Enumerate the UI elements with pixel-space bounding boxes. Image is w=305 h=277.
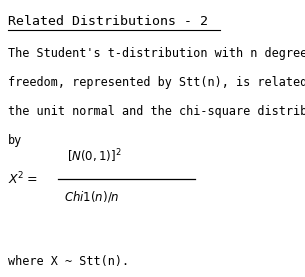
Text: where X ~ Stt(n).: where X ~ Stt(n). (8, 255, 129, 268)
Text: by: by (8, 134, 22, 147)
Text: $[N(0,1)]^2$: $[N(0,1)]^2$ (67, 148, 122, 165)
Text: $Chi1(n)/n$: $Chi1(n)/n$ (64, 189, 120, 204)
Text: $X^2 =$: $X^2 =$ (8, 170, 37, 187)
Text: the unit normal and the chi-square distribution: the unit normal and the chi-square distr… (8, 105, 305, 118)
Text: freedom, represented by Stt(n), is related to: freedom, represented by Stt(n), is relat… (8, 76, 305, 89)
Text: Related Distributions - 2: Related Distributions - 2 (8, 15, 208, 28)
Text: The Student's t-distribution with n degrees of: The Student's t-distribution with n degr… (8, 47, 305, 60)
